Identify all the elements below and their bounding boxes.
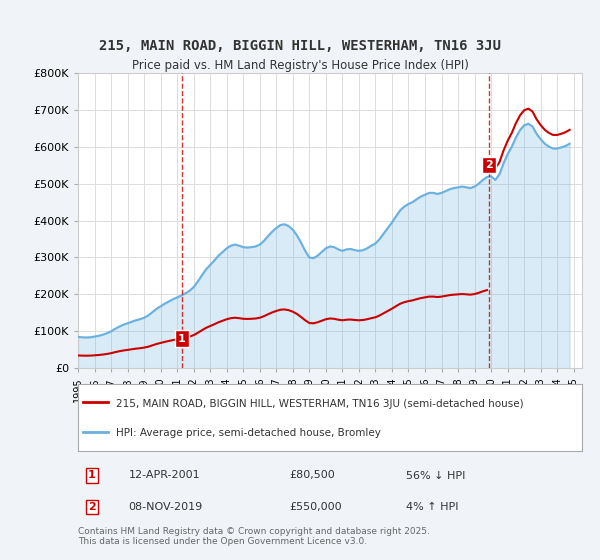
Text: 2: 2 [88, 502, 96, 512]
Text: 2: 2 [485, 160, 493, 170]
Text: 08-NOV-2019: 08-NOV-2019 [128, 502, 203, 512]
Text: Contains HM Land Registry data © Crown copyright and database right 2025.
This d: Contains HM Land Registry data © Crown c… [78, 526, 430, 546]
Text: HPI: Average price, semi-detached house, Bromley: HPI: Average price, semi-detached house,… [116, 428, 380, 438]
Text: 1: 1 [88, 470, 96, 480]
Text: Price paid vs. HM Land Registry's House Price Index (HPI): Price paid vs. HM Land Registry's House … [131, 59, 469, 72]
Text: 4% ↑ HPI: 4% ↑ HPI [406, 502, 458, 512]
Text: 215, MAIN ROAD, BIGGIN HILL, WESTERHAM, TN16 3JU (semi-detached house): 215, MAIN ROAD, BIGGIN HILL, WESTERHAM, … [116, 399, 523, 409]
Text: 56% ↓ HPI: 56% ↓ HPI [406, 470, 465, 480]
Text: 1: 1 [178, 334, 185, 344]
Text: £80,500: £80,500 [290, 470, 335, 480]
Text: £550,000: £550,000 [290, 502, 343, 512]
Text: 12-APR-2001: 12-APR-2001 [128, 470, 200, 480]
Text: 215, MAIN ROAD, BIGGIN HILL, WESTERHAM, TN16 3JU: 215, MAIN ROAD, BIGGIN HILL, WESTERHAM, … [99, 39, 501, 53]
